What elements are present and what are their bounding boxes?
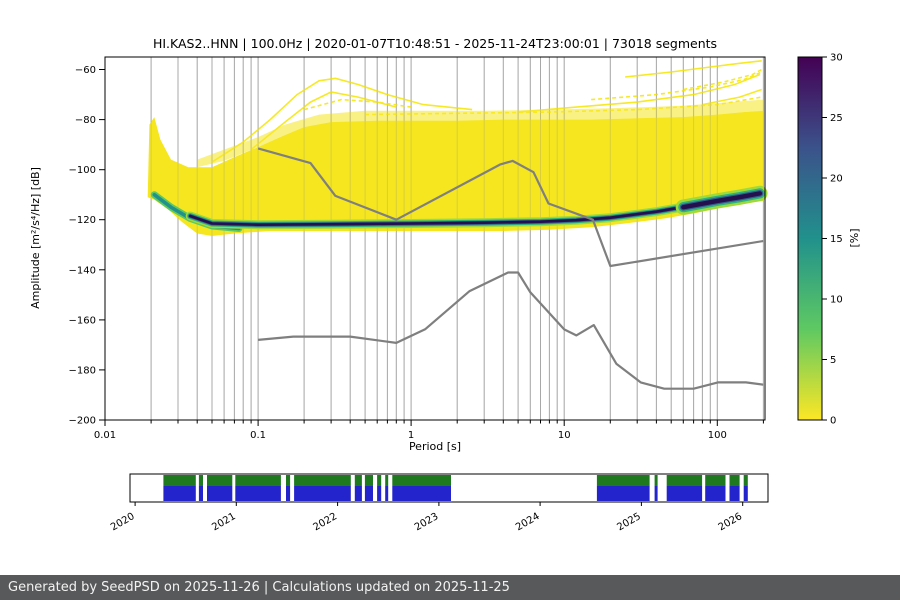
plot-border (104, 56, 766, 421)
plot-gridlines-overlay (104, 57, 764, 420)
y-axis-label: Amplitude [m²/s⁴/Hz] [dB] (29, 167, 42, 309)
svg-text:25: 25 (830, 113, 843, 124)
svg-text:0.1: 0.1 (250, 430, 266, 441)
svg-text:2025: 2025 (615, 511, 643, 533)
chart-title: HI.KAS2..HNN | 100.0Hz | 2020-01-07T10:4… (153, 36, 717, 51)
svg-text:−100: −100 (69, 165, 96, 176)
svg-text:10: 10 (558, 430, 571, 441)
svg-text:−140: −140 (69, 265, 96, 276)
nlnm-line (257, 271, 764, 390)
svg-text:2021: 2021 (210, 511, 238, 533)
svg-text:2026: 2026 (717, 511, 745, 533)
svg-text:−120: −120 (69, 215, 96, 226)
svg-text:−180: −180 (69, 365, 96, 376)
svg-text:2022: 2022 (312, 511, 340, 533)
svg-text:30: 30 (830, 53, 843, 64)
y-axis-ticks: −60 −80 −100 −120 −140 −160 −180 −200 (69, 65, 105, 427)
svg-text:20: 20 (830, 174, 843, 185)
svg-text:10: 10 (830, 295, 843, 306)
svg-text:100: 100 (708, 430, 727, 441)
svg-text:−60: −60 (75, 65, 96, 76)
svg-text:−160: −160 (69, 315, 96, 326)
svg-text:0.01: 0.01 (94, 430, 116, 441)
svg-text:2023: 2023 (413, 511, 441, 533)
ppsd-mode-band (150, 185, 768, 232)
nhnm-line (257, 147, 764, 268)
svg-text:−200: −200 (69, 416, 96, 427)
x-axis-ticks: 0.01 0.1 1 10 100 (94, 420, 764, 441)
footer-text: Generated by SeedPSD on 2025-11-26 | Cal… (8, 580, 510, 595)
ppsd-heatmap-body (147, 60, 764, 236)
svg-text:2024: 2024 (514, 511, 542, 533)
colorbar-label: [%] (848, 228, 861, 247)
svg-text:2020: 2020 (109, 511, 137, 533)
svg-text:−80: −80 (75, 115, 96, 126)
x-axis-label: Period [s] (409, 440, 461, 453)
svg-text:15: 15 (830, 234, 843, 245)
svg-text:5: 5 (830, 355, 836, 366)
colorbar: 0 5 10 15 20 25 30 (797, 53, 843, 427)
ppsd-chart: HI.KAS2..HNN | 100.0Hz | 2020-01-07T10:4… (29, 36, 861, 533)
noise-model-lines (257, 147, 764, 390)
svg-text:1: 1 (408, 430, 414, 441)
svg-text:0: 0 (830, 416, 836, 427)
footer-bar: Generated by SeedPSD on 2025-11-26 | Cal… (0, 575, 900, 600)
availability-timeline: 2020 2021 2022 2023 2024 2025 2026 (109, 473, 769, 533)
